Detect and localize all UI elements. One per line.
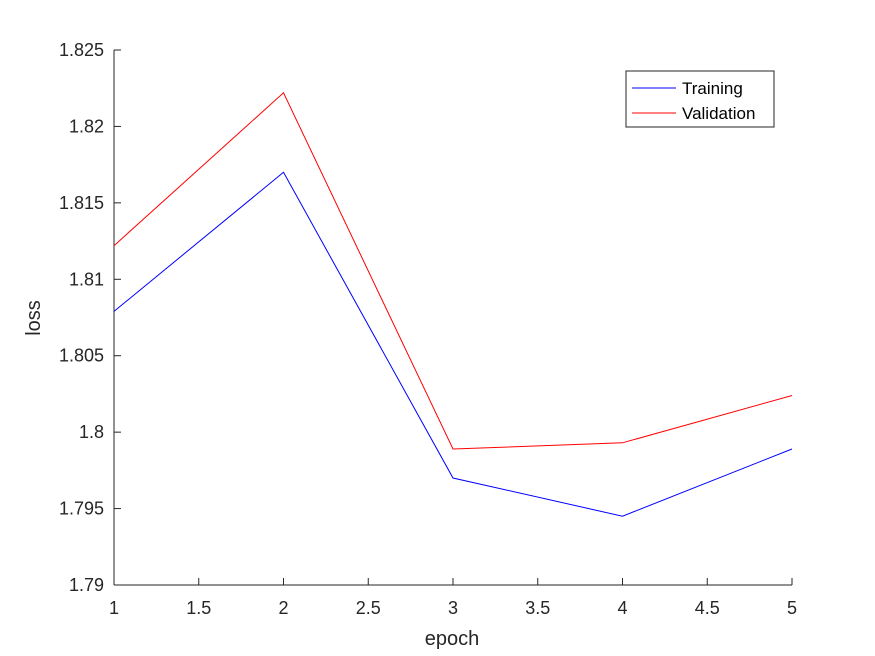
legend-label-training: Training bbox=[682, 79, 743, 98]
y-tick-label: 1.79 bbox=[69, 575, 104, 595]
x-tick-label: 3 bbox=[448, 598, 458, 618]
y-tick-label: 1.805 bbox=[59, 346, 104, 366]
x-axis-label: epoch bbox=[425, 628, 480, 650]
y-axis-label: loss bbox=[23, 300, 45, 336]
x-tick-label: 4 bbox=[617, 598, 627, 618]
y-tick-label: 1.815 bbox=[59, 193, 104, 213]
legend: Training Validation bbox=[625, 70, 775, 128]
series-line-validation bbox=[113, 91, 793, 450]
x-tick-label: 1.5 bbox=[186, 598, 211, 618]
x-tick-label: 1 bbox=[109, 598, 119, 618]
x-tick-label: 5 bbox=[787, 598, 797, 618]
legend-box bbox=[625, 70, 775, 128]
x-tick-label: 2 bbox=[278, 598, 288, 618]
series-layer bbox=[113, 91, 793, 517]
y-tick-label: 1.825 bbox=[59, 40, 104, 60]
series-line-training bbox=[113, 171, 793, 517]
y-tick-label: 1.82 bbox=[69, 116, 104, 136]
legend-label-validation: Validation bbox=[682, 104, 755, 123]
y-tick-label: 1.8 bbox=[79, 422, 104, 442]
x-tick-label: 2.5 bbox=[356, 598, 381, 618]
x-tick-label: 4.5 bbox=[695, 598, 720, 618]
y-tick-label: 1.795 bbox=[59, 499, 104, 519]
x-tick-label: 3.5 bbox=[525, 598, 550, 618]
axes: 1 1.5 2 2.5 3 3.5 4 4.5 5 1.79 1.795 1.8 1.805 1.81 1.… bbox=[59, 40, 797, 618]
y-tick-label: 1.81 bbox=[69, 269, 104, 289]
